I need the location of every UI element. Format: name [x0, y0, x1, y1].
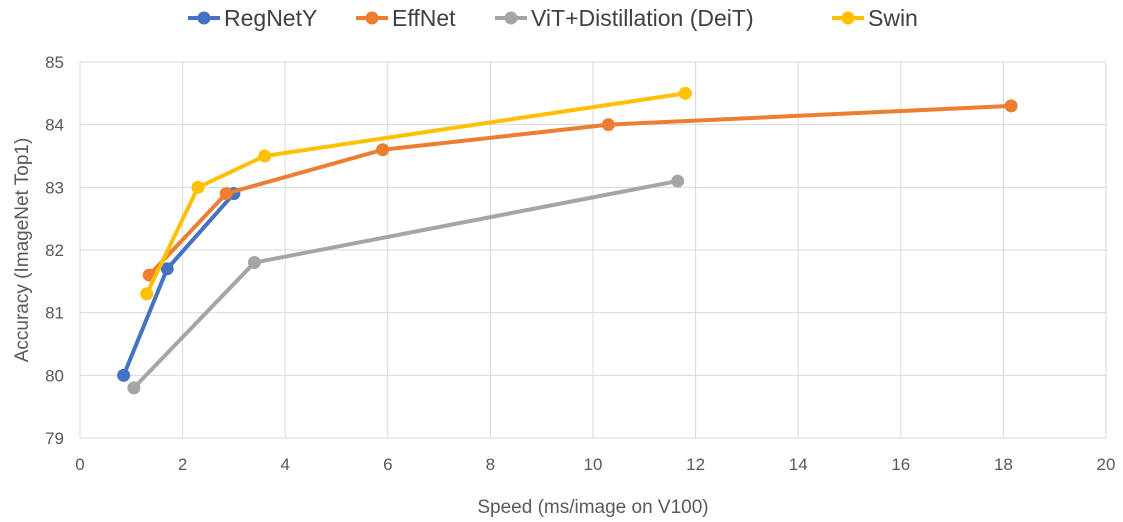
- y-axis-title: Accuracy (ImageNet Top1): [12, 138, 33, 363]
- data-point-swin: [678, 86, 692, 100]
- data-point-swin: [140, 287, 154, 301]
- data-point-vit-distillation-deit: [127, 381, 141, 395]
- legend-swatch-marker: [504, 11, 518, 25]
- x-axis-tick-labels: 0 2 4 6 8 10 12 14 16 18 20: [75, 455, 1115, 474]
- y-tick-label: 85: [45, 53, 64, 72]
- y-tick-label: 84: [45, 116, 64, 135]
- x-tick-label: 8: [486, 455, 495, 474]
- series-swin: [140, 86, 692, 301]
- y-tick-label: 80: [45, 366, 64, 385]
- data-point-vit-distillation-deit: [247, 256, 261, 270]
- x-tick-label: 14: [789, 455, 808, 474]
- series-line-swin: [144, 91, 688, 296]
- legend: RegNetY EffNet ViT+Distillation (DeiT) Swin: [188, 5, 918, 31]
- legend-swatch-marker: [365, 11, 379, 25]
- x-tick-label: 12: [686, 455, 705, 474]
- series-effnet: [142, 99, 1018, 282]
- legend-item-effnet: EffNet: [356, 5, 456, 31]
- legend-label: Swin: [868, 5, 918, 31]
- y-axis-tick-labels: 79 80 81 82 83 84 85: [45, 53, 64, 448]
- x-tick-label: 4: [280, 455, 289, 474]
- y-tick-label: 83: [45, 178, 64, 197]
- series-group: [117, 86, 1018, 395]
- legend-swatch-marker: [197, 11, 211, 25]
- legend-item-vit-distillation-deit: ViT+Distillation (DeiT): [495, 5, 754, 31]
- gridlines: [79, 61, 1107, 439]
- y-tick-label: 81: [45, 304, 64, 323]
- data-point-swin: [258, 149, 272, 163]
- y-tick-label: 79: [45, 429, 64, 448]
- legend-item-regnety: RegNetY: [188, 5, 317, 31]
- data-point-swin: [191, 180, 205, 194]
- series-line-regnety: [121, 191, 236, 378]
- data-point-effnet: [601, 118, 615, 132]
- series-regnety: [117, 187, 241, 382]
- legend-item-swin: Swin: [832, 5, 918, 31]
- x-tick-label: 18: [994, 455, 1013, 474]
- legend-label: RegNetY: [224, 5, 317, 31]
- legend-label: ViT+Distillation (DeiT): [531, 5, 754, 31]
- data-point-effnet: [1004, 99, 1018, 113]
- x-tick-label: 2: [178, 455, 187, 474]
- data-point-regnety: [160, 262, 174, 276]
- x-tick-label: 6: [383, 455, 392, 474]
- data-point-effnet: [219, 187, 233, 201]
- x-tick-label: 10: [584, 455, 603, 474]
- x-tick-label: 16: [891, 455, 910, 474]
- data-point-vit-distillation-deit: [671, 174, 685, 188]
- x-tick-label: 0: [75, 455, 84, 474]
- series-vit-distillation-deit: [127, 174, 685, 395]
- legend-swatch-marker: [841, 11, 855, 25]
- x-tick-label: 20: [1097, 455, 1116, 474]
- y-tick-label: 82: [45, 241, 64, 260]
- x-axis-title: Speed (ms/image on V100): [477, 497, 708, 518]
- legend-label: EffNet: [392, 5, 456, 31]
- data-point-effnet: [376, 143, 390, 157]
- data-point-regnety: [117, 368, 131, 382]
